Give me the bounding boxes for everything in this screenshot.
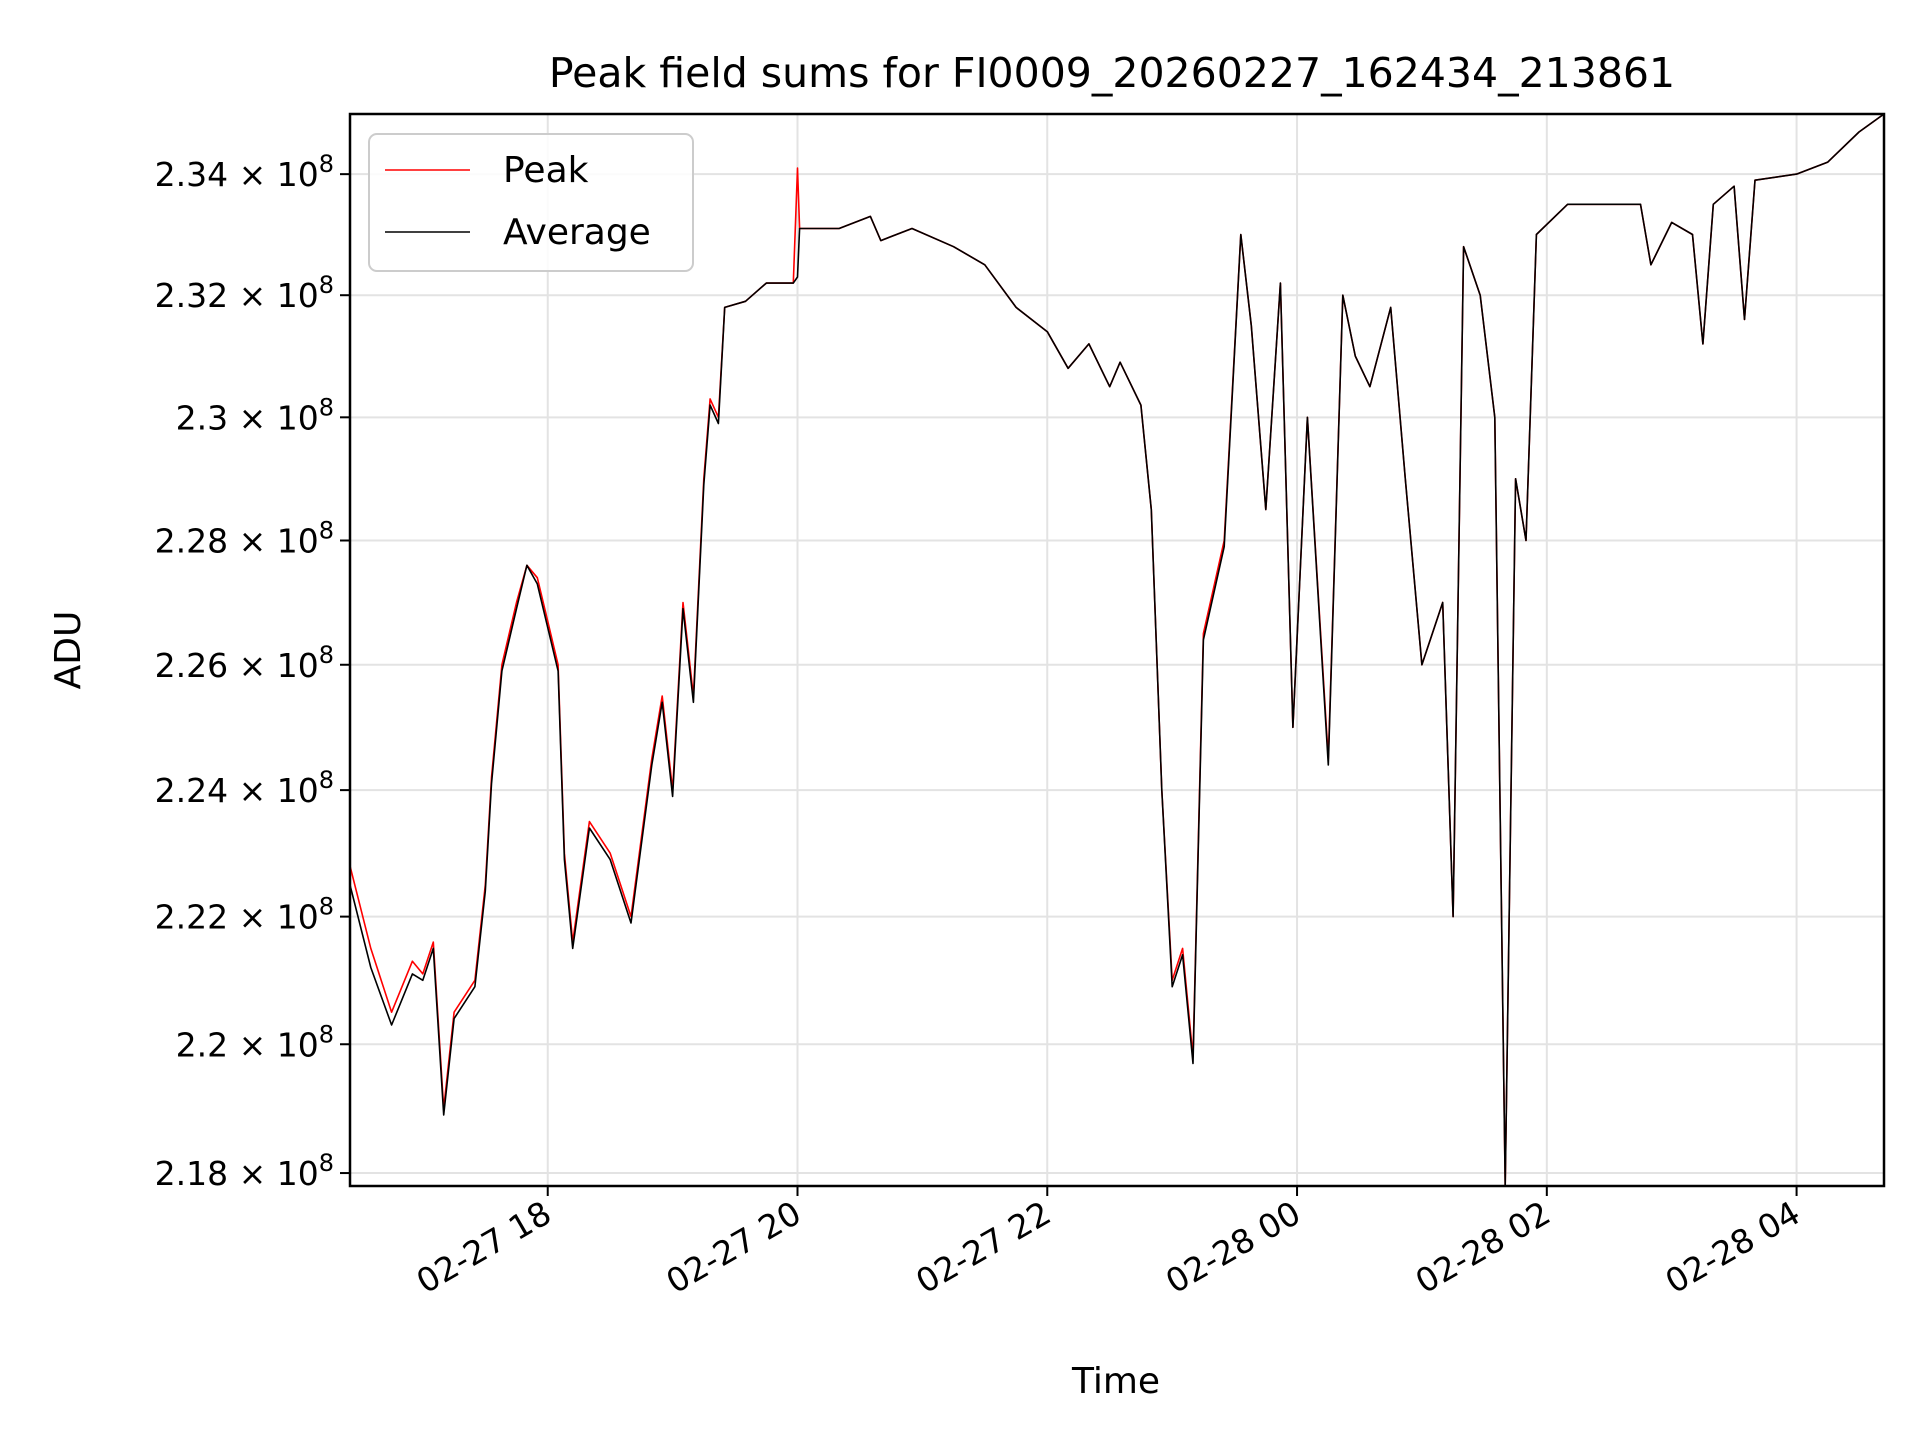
y-tick-label: 2.28 × 108 [155, 516, 334, 560]
chart-title: Peak field sums for FI0009_20260227_1624… [549, 49, 1675, 97]
legend-box [368, 133, 694, 272]
x-axis-label: Time [1071, 1361, 1160, 1402]
y-tick-label: 2.26 × 108 [155, 641, 334, 685]
legend: Peak Average [368, 133, 694, 272]
y-tick-label: 2.2 × 108 [176, 1020, 334, 1064]
y-tick-label: 2.32 × 108 [155, 271, 334, 315]
y-axis-label: ADU [48, 611, 89, 690]
y-tick-label: 2.3 × 108 [176, 393, 334, 437]
legend-label-peak: Peak [503, 150, 589, 191]
plot-frame [348, 112, 1886, 1188]
series-line-average [349, 113, 1885, 1187]
legend-label-average: Average [503, 212, 651, 253]
y-tick-label: 2.22 × 108 [155, 893, 334, 937]
series-layer [349, 113, 1885, 1187]
y-axis: 2.18 × 108 2.2 × 108 2.22 × 108 2.24 × 108 2… [155, 150, 350, 1193]
y-tick-label: 2.34 × 108 [155, 150, 334, 194]
y-tick-label: 2.24 × 108 [155, 766, 334, 810]
y-tick-label: 2.18 × 108 [155, 1149, 334, 1193]
grid [350, 114, 1884, 1186]
